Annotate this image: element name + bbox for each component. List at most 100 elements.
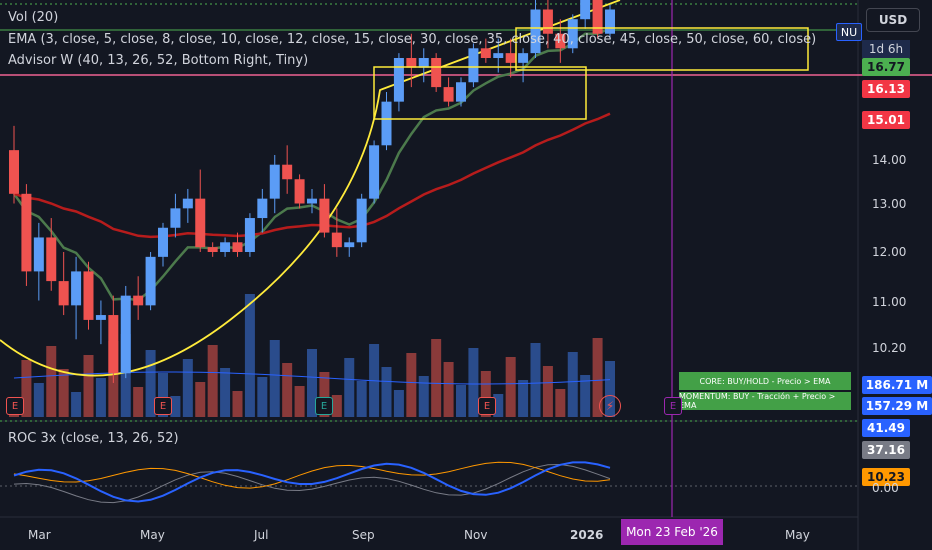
- earnings-marker[interactable]: E: [154, 397, 172, 415]
- price-tag-ema-slow: 15.01: [862, 111, 910, 129]
- roc-26-line: [13, 463, 611, 504]
- momentum-signal-badge: MOMENTUM: BUY - Tracción + Precio > EMA: [679, 392, 851, 410]
- candle-body: [468, 48, 479, 83]
- volume-bar: [195, 382, 206, 417]
- volume-bar: [33, 383, 44, 417]
- volume-bar: [443, 362, 454, 417]
- candle-body: [331, 232, 342, 248]
- volume-bar: [592, 338, 603, 417]
- candle-body: [567, 19, 578, 49]
- candle-body: [95, 315, 106, 320]
- volume-bar: [244, 294, 255, 417]
- consolidation-box: [373, 66, 587, 120]
- roc-lines: [13, 461, 611, 504]
- candle-body: [133, 295, 144, 306]
- volume-bar: [331, 395, 342, 417]
- candle-body: [158, 227, 168, 257]
- candle-body: [282, 164, 293, 180]
- time-axis-label: Sep: [352, 528, 375, 542]
- volume-bar: [480, 371, 491, 417]
- candle-body: [58, 281, 69, 306]
- candle-body: [307, 198, 317, 204]
- roc-13-line: [13, 461, 611, 503]
- time-axis-label: Nov: [464, 528, 488, 542]
- candle-body: [257, 198, 268, 219]
- volume-bar: [567, 352, 578, 417]
- candle-body: [294, 179, 305, 204]
- volume-bar: [493, 394, 504, 417]
- volume-bar: [468, 348, 479, 417]
- volume-bar: [71, 392, 82, 417]
- yellow-trend-curve: [0, 0, 621, 377]
- volume-bar: [431, 339, 442, 417]
- candle-body: [46, 237, 57, 282]
- candle-body: [406, 58, 417, 68]
- volume-bar: [530, 343, 541, 417]
- volume-bar: [58, 369, 69, 417]
- advisor-legend[interactable]: Advisor W (40, 13, 26, 52, Bottom Right,…: [8, 53, 309, 68]
- candle-body: [542, 9, 553, 34]
- volume-bar: [381, 367, 392, 417]
- volume-bar: [257, 377, 268, 417]
- flash-event-icon[interactable]: ⚡: [599, 395, 621, 417]
- volume-bar: [95, 378, 106, 417]
- currency-button[interactable]: USD: [866, 8, 920, 32]
- volume-bar: [46, 346, 57, 417]
- volume-bar: [406, 353, 417, 417]
- ema-legend[interactable]: EMA (3, close, 5, close, 8, close, 10, c…: [8, 32, 817, 47]
- candle-body: [244, 218, 255, 252]
- crosshair-date-label: Mon 23 Feb '26: [621, 519, 723, 545]
- price-axis-label: 14.00: [872, 153, 907, 167]
- candle-body: [83, 271, 94, 320]
- candle-body: [170, 208, 181, 228]
- earnings-marker[interactable]: E: [478, 397, 496, 415]
- candle-body: [480, 48, 491, 58]
- candle-body: [505, 53, 516, 63]
- candle-body: [431, 58, 442, 88]
- candle-body: [9, 150, 19, 194]
- price-tag-roc-13: 41.49: [862, 419, 910, 437]
- candle-body: [108, 315, 119, 374]
- candle-body: [220, 242, 231, 252]
- candle-body: [207, 247, 218, 252]
- candle-body: [580, 0, 591, 20]
- price-tag-roc-26: 37.16: [862, 441, 910, 459]
- earnings-marker[interactable]: E: [315, 397, 333, 415]
- price-tag-volume-ma: 157.29 M: [862, 397, 932, 415]
- volume-bar: [418, 376, 429, 417]
- time-axis-label: Mar: [28, 528, 51, 542]
- volume-bar: [518, 380, 529, 417]
- volume-bar: [170, 396, 181, 417]
- candle-body: [344, 242, 355, 248]
- roc-axis-label: 0.00: [872, 481, 899, 495]
- candle-body: [443, 87, 454, 102]
- volume-bar: [393, 390, 404, 417]
- volume-bar: [145, 350, 156, 417]
- time-axis-label: May: [140, 528, 165, 542]
- volume-bar: [220, 368, 231, 417]
- roc-52-line: [13, 461, 611, 489]
- candle-body: [21, 193, 32, 272]
- price-tag-ema-fast: 16.77: [862, 58, 910, 76]
- volume-bar: [282, 363, 293, 417]
- volume-bar: [542, 366, 553, 417]
- volume-bar: [505, 357, 516, 417]
- symbol-tag: NU: [836, 23, 862, 41]
- time-axis-label: Jul: [254, 528, 269, 542]
- volume-bar: [83, 355, 94, 417]
- earnings-marker[interactable]: E: [6, 397, 24, 415]
- candle-body: [269, 164, 280, 199]
- volume-bar: [319, 372, 330, 417]
- ema-slow-line: [13, 112, 611, 239]
- core-signal-badge: CORE: BUY/HOLD - Precio > EMA: [679, 372, 851, 390]
- earnings-marker[interactable]: E: [664, 397, 682, 415]
- vol-legend[interactable]: Vol (20): [8, 10, 59, 25]
- price-axis-label: 10.20: [872, 341, 907, 355]
- candle-body: [456, 82, 466, 102]
- candle-body: [369, 145, 380, 199]
- volume-bar: [456, 385, 466, 417]
- roc-legend[interactable]: ROC 3x (close, 13, 26, 52): [8, 431, 179, 446]
- volume-bar: [182, 359, 193, 417]
- volume-bar: [294, 386, 305, 417]
